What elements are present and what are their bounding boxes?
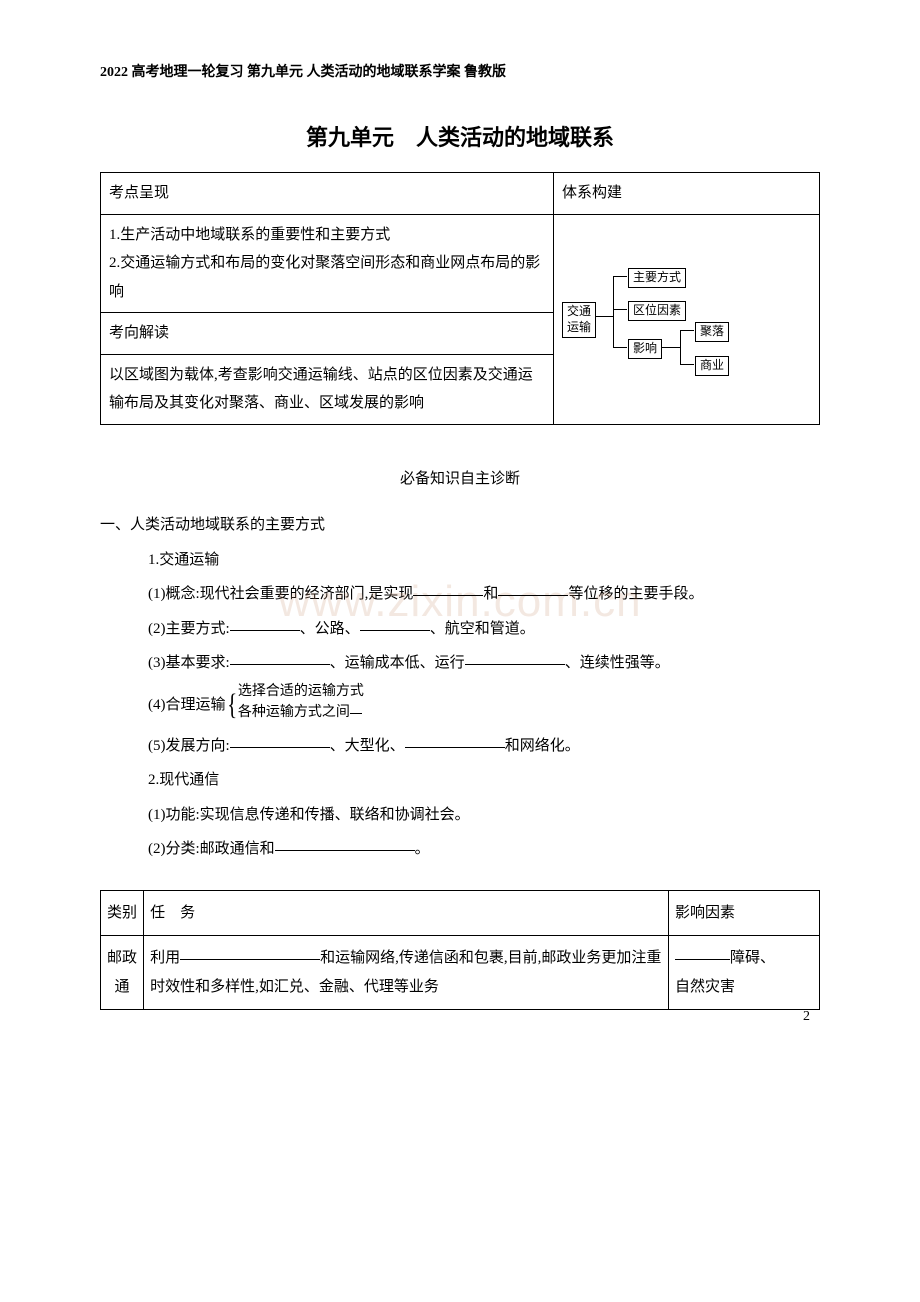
point-1-2: (2)主要方式: 、公路、 、航空和管道。 [100,615,820,644]
blank [230,733,330,748]
blank [360,616,430,631]
cell-direction-label: 考向解读 [101,313,554,355]
cell-direction-text: 以区域图为载体,考查影响交通运输线、站点的区位因素及交通运输布局及其变化对聚落、… [101,354,554,424]
text: 等位移的主要手段。 [568,586,703,602]
point-1-3: (3)基本要求: 、运输成本低、运行 、连续性强等。 [100,649,820,678]
diagram-root: 交通运输 [562,302,596,337]
text: (3)基本要求: [148,655,230,671]
text: 任 [150,905,165,921]
text: 利用 [150,950,180,966]
blank [675,945,730,960]
point-2-num: 2.现代通信 [100,766,820,795]
communication-table: 类别 任 务 影响因素 邮政通 利用和运输网络,传递信函和包裹,目前,邮政业务更… [100,890,820,1011]
diagram-node-1: 主要方式 [628,268,686,288]
diagram-line [680,330,694,331]
text: 各种运输方式之间 [238,705,350,720]
diagram-node-3b: 商业 [695,356,729,376]
diagram-line [662,347,680,348]
text: (5)发展方向: [148,738,230,754]
cell-system-label: 体系构建 [553,173,819,215]
td-category-postal: 邮政通 [101,936,144,1010]
brace-icon: { [227,690,237,720]
text: 。 [415,841,430,857]
diagram-line [680,330,681,364]
blank [180,945,320,960]
diagram-line [613,276,614,348]
cell-exam-points-label: 考点呈现 [101,173,554,215]
text: 和网络化。 [505,738,580,754]
brace-content: 选择合适的运输方式 各种运输方式之间 [238,681,364,723]
diagram-line [613,347,627,348]
point-1-4: (4)合理运输 { 选择合适的运输方式 各种运输方式之间 [100,684,820,726]
diagram-node-3a: 聚落 [695,322,729,342]
text: 障碍、 [730,950,775,966]
text: (2)分类:邮政通信和 [148,841,275,857]
section-1-title: 一、人类活动地域联系的主要方式 [100,511,820,540]
text: 和 [483,586,498,602]
overview-table: 考点呈现 体系构建 1.生产活动中地域联系的重要性和主要方式 2.交通运输方式和… [100,172,820,425]
doc-header: 2022 高考地理一轮复习 第九单元 人类活动的地域联系学案 鲁教版 [100,60,820,87]
text: 、航空和管道。 [430,621,535,637]
text: 、运输成本低、运行 [330,655,465,671]
point-2-2: (2)分类:邮政通信和 。 [100,835,820,864]
blank [498,581,568,596]
text: 自然灾害 [675,979,735,995]
blank [230,616,300,631]
section-subtitle: 必备知识自主诊断 [100,465,820,494]
exam-point-1: 1.生产活动中地域联系的重要性和主要方式 [109,227,390,243]
page-number: 2 [803,1004,810,1031]
text: 务 [180,905,195,921]
text: (4)合理运输 [148,691,226,720]
th-task: 任 务 [144,890,669,936]
td-factor-postal: 障碍、 自然灾害 [669,936,820,1010]
td-task-postal: 利用和运输网络,传递信函和包裹,目前,邮政业务更加注重时效性和多样性,如汇兑、金… [144,936,669,1010]
text: 选择合适的运输方式 [238,684,364,699]
text: 、连续性强等。 [565,655,670,671]
text: (2)主要方式: [148,621,230,637]
diagram-line [613,309,627,310]
text: 、公路、 [300,621,360,637]
diagram-line [595,316,613,317]
point-1-num: 1.交通运输 [100,546,820,575]
text: 、大型化、 [330,738,405,754]
concept-diagram: 交通运输 主要方式 区位因素 影响 聚落 商业 [562,254,762,384]
th-factor: 影响因素 [669,890,820,936]
blank [230,650,330,665]
exam-point-2: 2.交通运输方式和布局的变化对聚落空间形态和商业网点布局的影响 [109,255,540,300]
point-2-1: (1)功能:实现信息传递和传播、联络和协调社会。 [100,801,820,830]
diagram-node-2: 区位因素 [628,301,686,321]
unit-title: 第九单元 人类活动的地域联系 [100,117,820,159]
text: (1)概念:现代社会重要的经济部门,是实现 [148,586,413,602]
blank [413,581,483,596]
diagram-node-3: 影响 [628,339,662,359]
cell-exam-points: 1.生产活动中地域联系的重要性和主要方式 2.交通运输方式和布局的变化对聚落空间… [101,214,554,313]
blank [275,836,415,851]
th-category: 类别 [101,890,144,936]
cell-diagram: 交通运输 主要方式 区位因素 影响 聚落 商业 [553,214,819,424]
diagram-line [680,364,694,365]
blank [350,700,362,714]
blank [465,650,565,665]
point-1-1: (1)概念:现代社会重要的经济部门,是实现 和 等位移的主要手段。 [100,580,820,609]
diagram-line [613,276,627,277]
point-1-5: (5)发展方向: 、大型化、 和网络化。 [100,732,820,761]
blank [405,733,505,748]
